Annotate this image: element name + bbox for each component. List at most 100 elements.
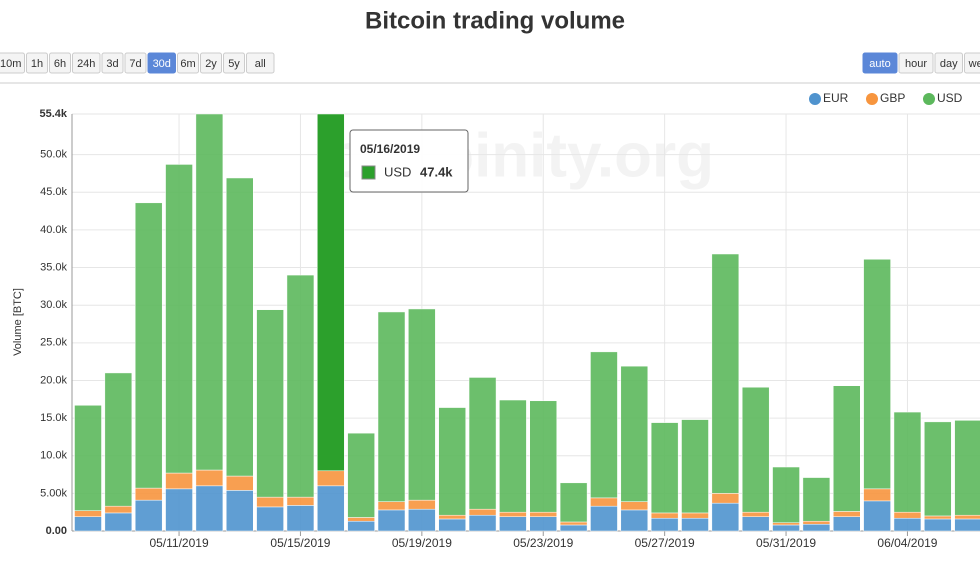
bar-segment bbox=[499, 511, 527, 517]
bar-segment bbox=[590, 351, 618, 499]
button[interactable] bbox=[26, 52, 48, 74]
button[interactable] bbox=[147, 52, 176, 74]
bar-segment bbox=[681, 419, 709, 514]
bar-segment bbox=[590, 497, 618, 507]
tooltip-value: 47.4k bbox=[420, 164, 453, 179]
button-label[interactable]: 1h bbox=[31, 58, 43, 70]
y-tick-label: 10.0k bbox=[40, 450, 67, 462]
bar-segment bbox=[711, 502, 740, 532]
button-label[interactable]: day bbox=[940, 58, 958, 70]
bar-segment bbox=[347, 517, 375, 522]
bar-segment bbox=[134, 487, 163, 501]
y-tick-label: 20.0k bbox=[40, 374, 67, 386]
legend-label[interactable]: EUR bbox=[823, 91, 849, 105]
button-label[interactable]: 3d bbox=[106, 58, 118, 70]
bar-segment bbox=[468, 514, 497, 532]
bar-segment bbox=[529, 400, 557, 513]
button-label[interactable]: all bbox=[255, 58, 266, 70]
bar-segment bbox=[347, 432, 375, 518]
button[interactable] bbox=[200, 52, 222, 74]
button-label[interactable]: auto bbox=[869, 58, 890, 70]
legend-marker[interactable] bbox=[923, 93, 935, 105]
button[interactable] bbox=[177, 52, 199, 74]
bar-segment bbox=[256, 496, 284, 508]
bar-segment bbox=[863, 259, 891, 490]
button-label[interactable]: 6h bbox=[54, 58, 66, 70]
bar-segment bbox=[772, 524, 800, 532]
button-label[interactable]: hour bbox=[905, 58, 927, 70]
button[interactable] bbox=[124, 52, 147, 74]
bar-segment bbox=[650, 512, 679, 519]
bar-segment bbox=[590, 505, 618, 532]
button-label[interactable]: 6m bbox=[180, 58, 195, 70]
tooltip-title: 05/16/2019 bbox=[360, 142, 420, 156]
bar-segment bbox=[195, 113, 224, 471]
button[interactable] bbox=[898, 52, 934, 74]
bar-segment bbox=[559, 482, 588, 523]
legend-label[interactable]: USD bbox=[937, 91, 963, 105]
bar-segment bbox=[772, 466, 800, 523]
button[interactable] bbox=[0, 52, 25, 74]
bar-segment bbox=[833, 516, 861, 532]
bar-segment bbox=[924, 421, 952, 517]
x-tick-label: 05/19/2019 bbox=[392, 536, 452, 550]
button-label[interactable]: 24h bbox=[77, 58, 95, 70]
bar-segment bbox=[74, 510, 102, 517]
bar-segment bbox=[499, 516, 527, 532]
button[interactable] bbox=[246, 52, 275, 74]
bar-segment bbox=[954, 518, 980, 532]
bar-segment bbox=[833, 385, 861, 512]
button-label[interactable]: 7d bbox=[129, 58, 141, 70]
bar-segment bbox=[134, 499, 163, 532]
button-label[interactable]: 10m bbox=[0, 58, 21, 70]
bar-segment bbox=[104, 505, 133, 514]
bar-segment bbox=[438, 514, 466, 520]
bar-segment bbox=[893, 411, 922, 513]
tooltip-swatch bbox=[361, 165, 376, 180]
bar-segment bbox=[802, 523, 831, 532]
button[interactable] bbox=[101, 52, 124, 74]
button[interactable] bbox=[964, 52, 980, 74]
bar-segment bbox=[195, 469, 224, 487]
button-label[interactable]: 30d bbox=[153, 58, 171, 70]
y-tick-label: 0.00 bbox=[46, 525, 67, 537]
bar-segment bbox=[226, 475, 254, 491]
bar-segment bbox=[650, 517, 679, 532]
bar-segment bbox=[408, 499, 436, 510]
bar-segment bbox=[195, 485, 224, 532]
button-label[interactable]: 5y bbox=[228, 58, 240, 70]
bar-segment bbox=[317, 470, 345, 487]
bar-segment bbox=[650, 422, 679, 514]
bar-segment bbox=[347, 520, 375, 532]
button-label[interactable]: 2y bbox=[205, 58, 217, 70]
bar-segment bbox=[499, 399, 527, 513]
legend-label[interactable]: GBP bbox=[880, 91, 905, 105]
bar-segment bbox=[226, 490, 254, 532]
bar-segment bbox=[256, 506, 284, 532]
bar-segment bbox=[711, 493, 740, 504]
bar-segment bbox=[893, 511, 922, 519]
button[interactable] bbox=[49, 52, 71, 74]
bar-segment bbox=[74, 405, 102, 511]
y-tick-label: 40.0k bbox=[40, 224, 67, 236]
y-tick-label: 15.0k bbox=[40, 412, 67, 424]
y-tick-label: 50.0k bbox=[40, 149, 67, 161]
button[interactable] bbox=[223, 52, 245, 74]
legend-marker[interactable] bbox=[866, 93, 878, 105]
legend-marker[interactable] bbox=[809, 93, 821, 105]
bar-segment bbox=[802, 520, 831, 525]
button-label[interactable]: week bbox=[968, 58, 980, 70]
button[interactable] bbox=[862, 52, 898, 74]
bar-segment bbox=[286, 505, 315, 532]
button[interactable] bbox=[72, 52, 101, 74]
bar-segment bbox=[438, 518, 466, 532]
bar-segment bbox=[468, 377, 497, 510]
bar-segment bbox=[226, 177, 254, 477]
x-tick-label: 05/27/2019 bbox=[635, 536, 695, 550]
bar-segment bbox=[317, 485, 345, 532]
bar-segment bbox=[711, 253, 740, 494]
y-tick-label: 25.0k bbox=[40, 337, 67, 349]
bar-segment bbox=[134, 202, 163, 489]
button[interactable] bbox=[934, 52, 963, 74]
bar-segment bbox=[741, 386, 770, 513]
